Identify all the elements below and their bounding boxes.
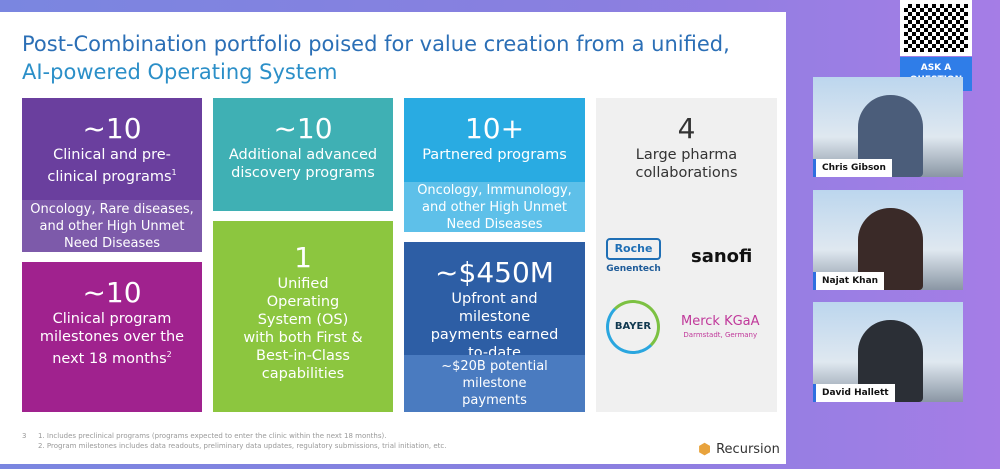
roche-logo: Roche Genentech bbox=[606, 238, 661, 278]
footnote-ref: 1 bbox=[171, 168, 177, 177]
milestones-count: ~10 bbox=[82, 276, 142, 309]
milestones-label: Clinical program milestones over the nex… bbox=[39, 311, 185, 367]
os-count: 1 bbox=[294, 241, 312, 274]
payments-amount: ~$450M bbox=[435, 256, 554, 289]
speaker-name: Chris Gibson bbox=[813, 159, 892, 177]
roche-text: Roche bbox=[606, 238, 661, 260]
brand-name: Recursion bbox=[716, 441, 780, 457]
title-line-2: AI-powered Operating System bbox=[22, 60, 338, 84]
speaker-name: David Hallett bbox=[813, 384, 895, 402]
discovery-label: Additional advanced discovery programs bbox=[228, 147, 378, 181]
payments-label: Upfront and milestone payments earned to… bbox=[430, 291, 559, 361]
partnered-box: 10+ Partnered programs Oncology, Immunol… bbox=[404, 98, 585, 232]
discovery-count: ~10 bbox=[273, 112, 333, 145]
speaker-name: Najat Khan bbox=[813, 272, 885, 290]
sanofi-logo: sanofi bbox=[691, 246, 753, 267]
clinical-programs-box: ~10 Clinical and pre-clinical programs1 … bbox=[22, 98, 202, 252]
slide-title: Post-Combination portfolio poised for va… bbox=[22, 30, 782, 86]
qr-code[interactable] bbox=[900, 0, 972, 56]
discovery-box: ~10 Additional advanced discovery progra… bbox=[213, 98, 393, 211]
partnered-sub: Oncology, Immunology, and other High Unm… bbox=[404, 182, 585, 232]
payments-box: ~$450M Upfront and milestone payments ea… bbox=[404, 242, 585, 412]
merck-logo: Merck KGaA Darmstadt, Germany bbox=[681, 313, 760, 340]
pharma-label: Large pharma collaborations bbox=[635, 147, 738, 181]
clinical-label: Clinical and pre-clinical programs bbox=[47, 147, 172, 185]
genentech-text: Genentech bbox=[606, 264, 661, 274]
os-box: 1 Unified Operating System (OS) with bot… bbox=[213, 221, 393, 412]
milestones-box: ~10 Clinical program milestones over the… bbox=[22, 262, 202, 412]
page-number: 3 bbox=[22, 432, 27, 440]
footnote-1: 1. Includes preclinical programs (progra… bbox=[38, 432, 387, 440]
slide: Post-Combination portfolio poised for va… bbox=[0, 12, 786, 464]
pharma-count: 4 bbox=[677, 112, 696, 145]
clinical-count: ~10 bbox=[82, 112, 142, 145]
footnote-2: 2. Program milestones includes data read… bbox=[38, 442, 447, 450]
speaker-video: Chris Gibson bbox=[813, 77, 963, 177]
recursion-hex-icon: ⬢ bbox=[698, 440, 712, 458]
partnered-label: Partnered programs bbox=[422, 147, 567, 163]
clinical-sub: Oncology, Rare diseases, and other High … bbox=[22, 200, 202, 252]
bayer-logo: BAYER bbox=[606, 300, 660, 354]
footnote-ref: 2 bbox=[166, 350, 172, 359]
merck-sub: Darmstadt, Germany bbox=[683, 331, 758, 339]
recursion-logo: ⬢ Recursion bbox=[698, 440, 780, 458]
os-label: Unified Operating System (OS) with both … bbox=[243, 276, 363, 382]
merck-text: Merck KGaA bbox=[681, 314, 760, 329]
speaker-video: Najat Khan bbox=[813, 190, 963, 290]
payments-sub: ~$20B potential milestone payments bbox=[404, 355, 585, 412]
pharma-box: 4 Large pharma collaborations Roche Gene… bbox=[596, 98, 777, 412]
title-line-1: Post-Combination portfolio poised for va… bbox=[22, 32, 730, 56]
partnered-count: 10+ bbox=[464, 112, 525, 145]
speaker-video: David Hallett bbox=[813, 302, 963, 402]
footnotes: 3 1. Includes preclinical programs (prog… bbox=[22, 431, 446, 451]
